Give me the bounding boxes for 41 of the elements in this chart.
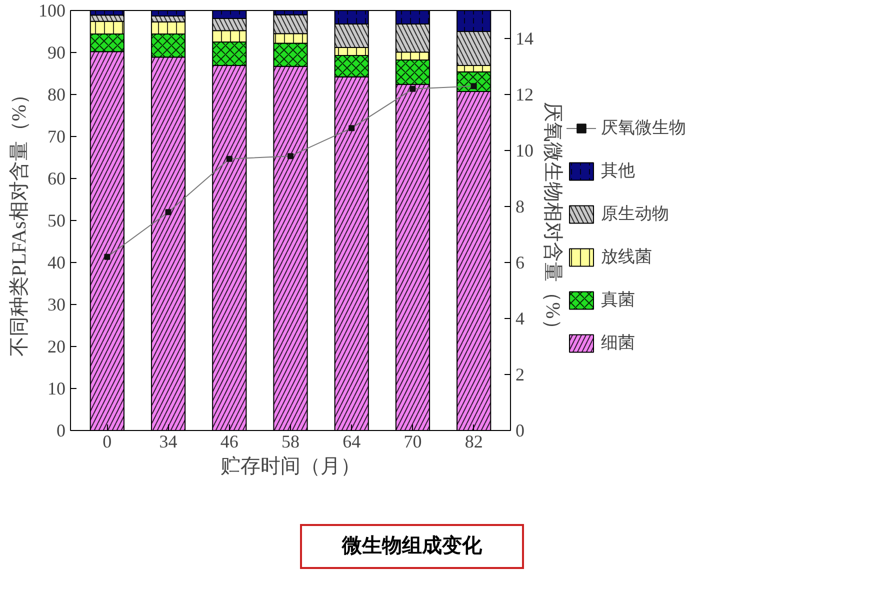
- x-tick-label: 82: [464, 432, 483, 452]
- y-tick-label: 30: [48, 294, 66, 314]
- x-tick-label: 46: [220, 432, 238, 452]
- y-axis-title: 不同种类PLFAs相对含量（%）: [8, 84, 30, 356]
- y2-tick-label: 14: [516, 28, 534, 48]
- y2-tick-label: 6: [516, 252, 524, 272]
- legend-label: 厌氧微生物: [601, 117, 686, 139]
- legend-label: 细菌: [601, 332, 635, 354]
- legend-label: 原生动物: [601, 203, 669, 225]
- text: 微生物组成变化: [342, 534, 482, 559]
- y-tick-label: 10: [48, 378, 66, 398]
- point: [470, 83, 477, 90]
- y2-tick-label: 10: [516, 140, 534, 160]
- point: [288, 153, 294, 160]
- legend-label: 真菌: [601, 289, 635, 311]
- y2-tick-label: 4: [516, 308, 524, 328]
- legend-label: 其他: [601, 160, 635, 182]
- x-tick-label: 70: [404, 432, 422, 452]
- x-tick-label: 58: [282, 432, 300, 452]
- y-tick-label: 60: [48, 168, 66, 188]
- x-tick-label: 34: [159, 432, 178, 452]
- x-axis-title: 贮存时间（月）: [220, 456, 360, 478]
- point: [104, 254, 110, 260]
- y-tick-label: 20: [48, 336, 66, 356]
- y-tick-label: 100: [38, 0, 66, 20]
- y-tick-label: 70: [48, 126, 66, 146]
- y2-axis-title: 厌氧微生物相对含量（%）: [542, 102, 564, 339]
- point: [165, 209, 172, 216]
- y-tick-label: 80: [48, 84, 66, 104]
- point: [226, 156, 232, 162]
- y2-tick-label: 12: [516, 84, 534, 104]
- y2-tick-label: 2: [516, 364, 524, 384]
- point: [348, 125, 355, 132]
- x-tick-label: 64: [342, 432, 361, 452]
- y-tick-label: 50: [48, 210, 66, 230]
- x-tick-label: 0: [102, 432, 112, 452]
- y-tick-label: 90: [48, 42, 66, 62]
- y2-tick-label: 8: [516, 196, 524, 216]
- legend-label: 放线菌: [601, 246, 652, 268]
- y-tick-label: 40: [48, 252, 66, 272]
- point: [410, 86, 416, 92]
